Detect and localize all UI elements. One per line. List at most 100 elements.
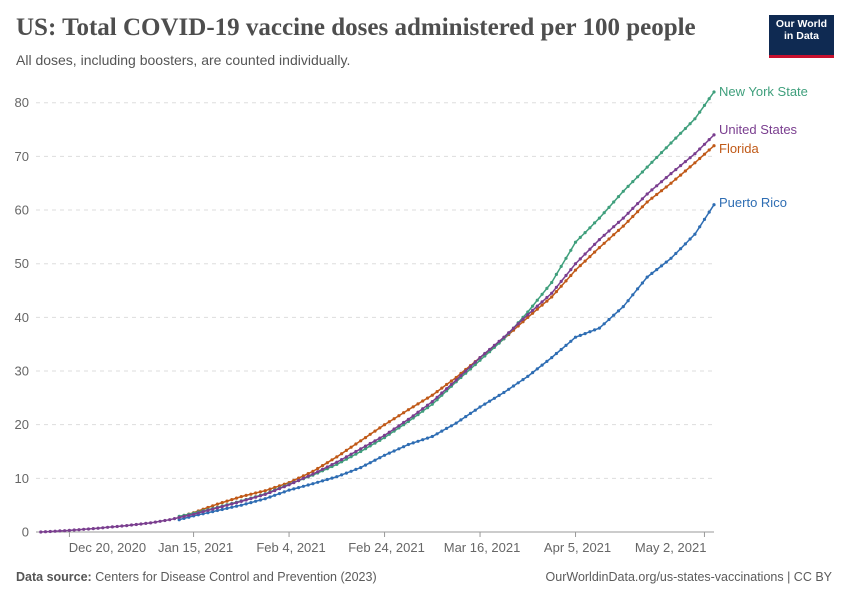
series-florida — [177, 144, 716, 519]
point-united-states-90 — [468, 365, 473, 369]
point-united-states-67 — [359, 447, 363, 451]
point-united-states-121 — [616, 220, 621, 224]
label-puerto-rico: Puerto Rico — [719, 195, 787, 210]
point-florida-52 — [425, 396, 430, 400]
series-puerto-rico — [177, 203, 716, 522]
point-florida-110 — [702, 152, 707, 156]
point-new-york-state-64 — [483, 354, 487, 358]
point-puerto-rico-109 — [698, 225, 702, 229]
point-florida-96 — [636, 210, 640, 214]
point-puerto-rico-72 — [521, 378, 525, 382]
point-new-york-state-96 — [636, 175, 640, 179]
point-puerto-rico-24 — [292, 487, 296, 491]
point-puerto-rico-8 — [215, 508, 219, 513]
point-new-york-state-109 — [698, 110, 702, 114]
point-new-york-state-103 — [669, 141, 673, 145]
point-new-york-state-95 — [631, 180, 635, 184]
point-florida-8 — [215, 502, 219, 506]
point-puerto-rico-99 — [650, 271, 654, 275]
owid-logo[interactable]: Our World in Data — [769, 15, 834, 58]
point-united-states-113 — [578, 257, 582, 261]
point-united-states-80 — [421, 407, 425, 411]
y-tick-label-70: 70 — [15, 149, 29, 164]
point-new-york-state-74 — [531, 304, 535, 308]
point-united-states-124 — [631, 206, 635, 210]
point-united-states-105 — [540, 300, 544, 304]
point-united-states-71 — [378, 436, 382, 440]
point-florida-7 — [211, 504, 215, 508]
point-florida-11 — [230, 498, 234, 502]
point-puerto-rico-26 — [301, 484, 305, 488]
point-florida-82 — [569, 273, 573, 278]
point-florida-103 — [669, 181, 673, 185]
point-florida-108 — [693, 161, 697, 165]
point-new-york-state-38 — [359, 449, 363, 454]
point-new-york-state-76 — [540, 292, 544, 296]
point-florida-51 — [421, 399, 425, 403]
point-puerto-rico-74 — [531, 371, 535, 375]
point-united-states-89 — [464, 369, 468, 373]
point-puerto-rico-82 — [569, 339, 573, 343]
point-new-york-state-82 — [569, 248, 573, 252]
point-united-states-63 — [340, 458, 344, 462]
data-source: Data source: Centers for Disease Control… — [16, 570, 377, 584]
point-new-york-state-86 — [588, 226, 592, 230]
point-united-states-85 — [445, 387, 449, 391]
point-florida-74 — [531, 311, 535, 315]
point-united-states-75 — [397, 424, 401, 428]
point-puerto-rico-28 — [311, 482, 315, 486]
point-united-states-104 — [535, 304, 539, 308]
point-united-states-21 — [139, 522, 143, 526]
point-puerto-rico-104 — [674, 251, 678, 256]
point-new-york-state-89 — [602, 211, 606, 215]
point-united-states-132 — [669, 172, 673, 176]
point-united-states-114 — [583, 252, 587, 256]
chart-subtitle: All doses, including boosters, are count… — [16, 52, 351, 68]
point-puerto-rico-41 — [373, 458, 377, 462]
point-united-states-22 — [144, 521, 148, 526]
x-tick-label-0: Dec 20, 2020 — [69, 540, 146, 555]
point-united-states-92 — [478, 356, 482, 360]
point-united-states-38 — [220, 505, 224, 509]
point-florida-46 — [397, 414, 401, 418]
y-tick-label-80: 80 — [15, 95, 29, 110]
point-united-states-2 — [48, 529, 52, 534]
point-united-states-70 — [373, 439, 377, 443]
point-florida-16 — [254, 491, 258, 495]
point-new-york-state-75 — [535, 298, 539, 302]
point-united-states-45 — [254, 495, 258, 499]
x-axis: Dec 20, 2020 Jan 15, 2021 Feb 4, 2021 Feb 2… — [36, 531, 714, 555]
point-florida-20 — [273, 485, 277, 490]
point-united-states-65 — [349, 452, 353, 456]
point-united-states-54 — [297, 478, 301, 483]
point-florida-21 — [277, 484, 282, 488]
point-florida-105 — [679, 173, 683, 177]
owid-page-link[interactable]: OurWorldinData.org/us-states-vaccination… — [545, 570, 784, 584]
point-united-states-14 — [106, 525, 110, 529]
series-new-york-state — [177, 90, 716, 519]
point-puerto-rico-86 — [588, 330, 592, 334]
label-united-states: United States — [719, 122, 798, 137]
line-chart: 0 10 20 30 40 50 60 70 80 Dec 20, 2020 Jan 15, 20… — [15, 84, 808, 555]
point-united-states-8 — [77, 528, 81, 532]
point-florida-25 — [297, 476, 301, 480]
point-florida-40 — [368, 432, 372, 436]
point-florida-83 — [573, 268, 578, 272]
points-united-states — [39, 133, 716, 534]
point-puerto-rico-65 — [488, 399, 492, 403]
point-florida-81 — [564, 279, 568, 283]
point-united-states-68 — [363, 444, 368, 448]
point-united-states-26 — [163, 518, 167, 523]
point-new-york-state-36 — [349, 455, 353, 459]
line-united-states — [40, 134, 715, 533]
point-puerto-rico-12 — [234, 504, 239, 508]
point-florida-57 — [449, 379, 453, 383]
point-united-states-62 — [335, 460, 339, 464]
point-puerto-rico-64 — [483, 402, 487, 406]
point-puerto-rico-11 — [230, 505, 234, 509]
point-puerto-rico-103 — [669, 256, 673, 260]
point-puerto-rico-35 — [344, 471, 348, 475]
x-tick-label-6: May 2, 2021 — [635, 540, 707, 555]
x-tick-label-3: Feb 24, 2021 — [348, 540, 425, 555]
point-florida-43 — [382, 423, 387, 427]
